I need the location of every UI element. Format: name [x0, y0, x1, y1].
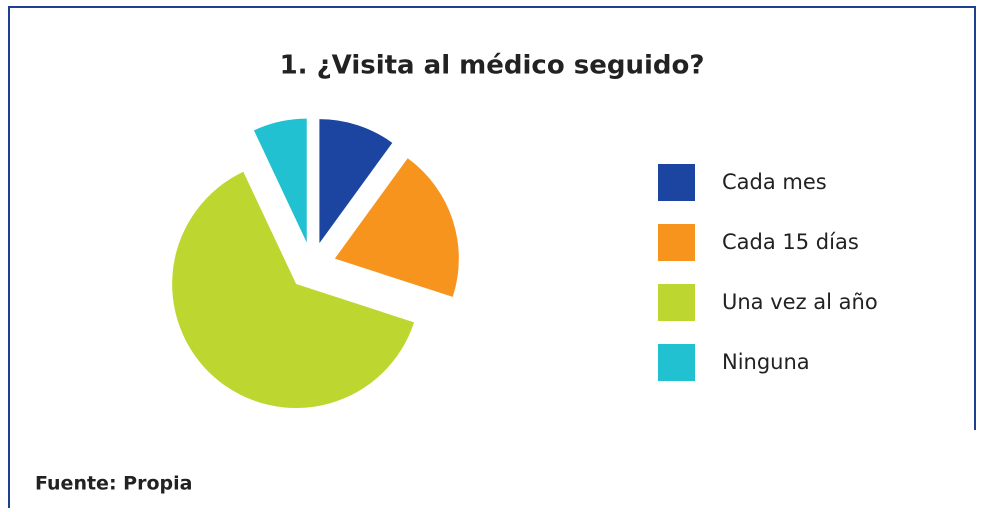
legend-label: Una vez al año — [722, 290, 878, 314]
legend-label: Cada 15 días — [722, 230, 859, 254]
legend-label: Ninguna — [722, 350, 810, 374]
pie-slice — [172, 171, 415, 409]
legend-swatch — [658, 164, 695, 201]
pie-slice — [319, 119, 393, 244]
legend-label: Cada mes — [722, 170, 827, 194]
pie-slice — [253, 118, 307, 243]
legend-swatch — [658, 284, 695, 321]
pie-slice — [334, 158, 459, 297]
legend-swatch — [658, 344, 695, 381]
source-note: Fuente: Propia — [35, 473, 192, 495]
frame — [8, 6, 976, 508]
legend-swatch — [658, 224, 695, 261]
chart-title: 1. ¿Visita al médico seguido? — [280, 51, 705, 81]
